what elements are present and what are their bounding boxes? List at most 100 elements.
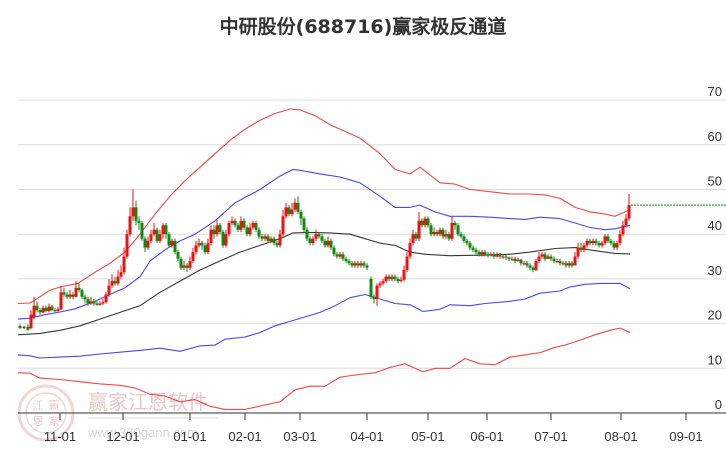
candle-down — [83, 296, 87, 300]
candle-up — [251, 223, 255, 228]
candle-up — [215, 225, 219, 235]
candle-up — [98, 303, 102, 305]
candle-up — [381, 281, 385, 284]
candle-down — [350, 263, 354, 266]
candle-up — [293, 202, 297, 210]
candle-down — [308, 238, 312, 244]
candle-up — [110, 281, 114, 286]
candle-up — [209, 229, 213, 244]
candle-up — [546, 256, 550, 259]
candle-down — [260, 236, 264, 239]
candle-down — [80, 290, 84, 297]
candle-up — [555, 261, 559, 263]
candle-up — [353, 263, 357, 266]
candle-down — [167, 234, 171, 246]
candle-down — [173, 240, 177, 253]
candle-down — [317, 234, 321, 237]
candle-up — [290, 209, 294, 215]
candle-down — [387, 276, 391, 279]
candle-down — [543, 254, 547, 259]
line-upper_outer — [17, 108, 631, 305]
candle-down — [143, 238, 147, 248]
candle-up — [263, 236, 267, 239]
candle-up — [116, 276, 120, 284]
x-axis: 11-01 12-01 01-01 02-01 03-01 04-01 05-01 06-01… — [18, 412, 726, 444]
candle-up — [359, 263, 363, 266]
candle-down — [486, 254, 490, 256]
candle-up — [591, 240, 595, 244]
candle-down — [272, 238, 276, 244]
candle-up — [489, 254, 493, 256]
candle-down — [257, 229, 261, 237]
candle-up — [411, 234, 415, 244]
candle-up — [390, 276, 394, 279]
candle-down — [513, 258, 517, 262]
candle-down — [483, 252, 487, 255]
candle-down — [552, 258, 556, 262]
candle-up — [540, 254, 544, 257]
candle-down — [492, 254, 496, 257]
candle-up — [248, 227, 252, 235]
x-tick-label: 05-01 — [411, 429, 444, 444]
candle-down — [468, 243, 472, 248]
candle-up — [122, 256, 126, 273]
candle-down — [266, 236, 270, 241]
candle-up — [450, 223, 454, 239]
candle-down — [302, 218, 306, 230]
candle-down — [564, 263, 568, 266]
watermark-logo-char: 江 — [33, 399, 44, 412]
candle-down — [185, 265, 189, 268]
watermark: 江赢恩 家 赢家江恩软件 www.360gann.com — [17, 384, 218, 442]
candle-up — [284, 207, 288, 217]
candle-down — [203, 245, 207, 253]
candle-up — [22, 326, 26, 329]
candle-down — [456, 225, 460, 235]
candle-down — [588, 240, 592, 244]
candle-down — [426, 218, 430, 226]
candle-up — [311, 238, 315, 244]
candle-down — [299, 211, 303, 219]
candle-up — [74, 287, 78, 297]
candle-down — [113, 281, 117, 284]
candle-up — [408, 243, 412, 257]
line-lower_inner — [17, 282, 631, 359]
candle-up — [501, 256, 505, 258]
candle-down — [549, 256, 553, 259]
candle-up — [89, 301, 93, 304]
candle-down — [323, 240, 327, 246]
candle-down — [606, 236, 610, 241]
candle-up — [375, 285, 379, 300]
candle-up — [47, 306, 51, 312]
candle-up — [495, 255, 499, 257]
candle-down — [525, 263, 529, 266]
candle-down — [254, 223, 258, 230]
y-tick-label: 30 — [708, 263, 722, 278]
candle-up — [32, 305, 36, 317]
candle-down — [18, 325, 22, 329]
candle-up — [125, 234, 129, 257]
candle-up — [576, 247, 580, 257]
candle-up — [618, 234, 622, 244]
candle-up — [68, 294, 72, 297]
watermark-logo-char: 家 — [49, 414, 60, 428]
candle-up — [438, 229, 442, 235]
candle-up — [600, 243, 604, 246]
candle-down — [134, 207, 138, 221]
x-tick-label: 06-01 — [470, 429, 503, 444]
candle-down — [305, 229, 309, 239]
candle-up — [432, 231, 436, 235]
candle-up — [191, 252, 195, 262]
candle-down — [95, 303, 99, 305]
line-mid_line — [17, 231, 631, 336]
candle-up — [281, 216, 285, 235]
candle-down — [477, 252, 481, 255]
candle-down — [414, 234, 418, 239]
candle-down — [369, 278, 373, 297]
y-tick-label: 50 — [708, 174, 722, 189]
x-tick-label: 09-01 — [669, 429, 702, 444]
candle-up — [230, 220, 234, 224]
candle-down — [570, 263, 574, 266]
candle-down — [335, 254, 339, 257]
candle-up — [152, 229, 156, 235]
candle-down — [344, 258, 348, 262]
